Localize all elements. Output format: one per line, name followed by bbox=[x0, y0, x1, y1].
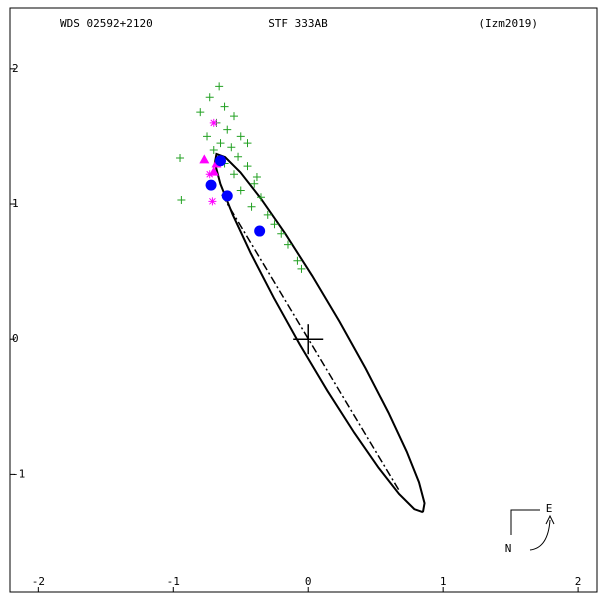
plus-glyph bbox=[234, 152, 243, 161]
x-tick-label: -1 bbox=[167, 575, 180, 588]
observation bbox=[256, 193, 265, 202]
compass-arrowhead bbox=[545, 514, 555, 525]
orbit-ellipse bbox=[213, 152, 426, 514]
observation bbox=[270, 220, 279, 229]
observation bbox=[205, 179, 217, 191]
y-tick-label: 0 bbox=[12, 332, 19, 345]
observation bbox=[208, 197, 217, 206]
observation bbox=[297, 264, 306, 273]
observation bbox=[215, 82, 224, 91]
observation bbox=[196, 108, 205, 117]
compass-axes bbox=[510, 509, 540, 535]
plus-glyph bbox=[247, 202, 256, 211]
y-tick-label: 1 bbox=[12, 197, 19, 210]
observation bbox=[234, 152, 243, 161]
plus-glyph bbox=[209, 145, 218, 154]
x-tick-label: 2 bbox=[575, 575, 582, 588]
plus-glyph bbox=[205, 93, 214, 102]
observation bbox=[177, 195, 186, 204]
observation bbox=[223, 125, 232, 134]
y-tick-label: 2 bbox=[12, 62, 19, 75]
header-left: WDS 02592+2120 bbox=[60, 17, 153, 30]
plus-glyph bbox=[277, 229, 286, 238]
observation bbox=[176, 154, 185, 163]
observation bbox=[283, 240, 292, 249]
observation bbox=[199, 154, 210, 164]
compass-east: E bbox=[546, 502, 553, 515]
plus-glyph bbox=[297, 264, 306, 273]
observation bbox=[263, 210, 272, 219]
observation bbox=[209, 118, 218, 127]
observation bbox=[216, 139, 225, 148]
observation bbox=[243, 162, 252, 171]
observation bbox=[230, 112, 239, 121]
observation bbox=[209, 145, 218, 154]
observation bbox=[220, 102, 229, 111]
plus-glyph bbox=[220, 102, 229, 111]
header-center: STF 333AB bbox=[268, 17, 328, 30]
observation bbox=[205, 93, 214, 102]
observation bbox=[293, 256, 302, 265]
plus-glyph bbox=[250, 179, 259, 188]
plus-glyph bbox=[236, 132, 245, 141]
plus-glyph bbox=[196, 108, 205, 117]
observation bbox=[252, 172, 261, 181]
x-tick-label: 0 bbox=[305, 575, 312, 588]
compass-arrow bbox=[529, 519, 551, 551]
plus-glyph bbox=[252, 172, 261, 181]
plus-glyph bbox=[215, 82, 224, 91]
plus-glyph bbox=[223, 125, 232, 134]
plus-glyph bbox=[270, 220, 279, 229]
observation bbox=[227, 143, 236, 152]
observation bbox=[221, 190, 233, 202]
plus-glyph bbox=[293, 256, 302, 265]
plus-glyph bbox=[283, 240, 292, 249]
plus-glyph bbox=[216, 139, 225, 148]
observation bbox=[254, 225, 266, 237]
plus-glyph bbox=[203, 132, 212, 141]
plus-glyph bbox=[176, 154, 185, 163]
plot-frame bbox=[9, 7, 598, 593]
plus-glyph bbox=[230, 112, 239, 121]
x-tick-label: -2 bbox=[32, 575, 45, 588]
plus-glyph bbox=[263, 210, 272, 219]
plus-glyph bbox=[230, 170, 239, 179]
observation bbox=[243, 139, 252, 148]
line-of-nodes bbox=[221, 194, 401, 493]
observation bbox=[236, 186, 245, 195]
observation bbox=[277, 229, 286, 238]
compass: E N bbox=[505, 502, 555, 555]
observation bbox=[205, 170, 214, 179]
x-tick-label: 1 bbox=[440, 575, 447, 588]
plus-glyph bbox=[227, 143, 236, 152]
plus-glyph bbox=[177, 195, 186, 204]
plus-glyph bbox=[236, 186, 245, 195]
observation bbox=[215, 155, 227, 167]
observation bbox=[203, 132, 212, 141]
header-right: (Izm2019) bbox=[478, 17, 538, 30]
observation bbox=[250, 179, 259, 188]
plus-glyph bbox=[243, 139, 252, 148]
observation bbox=[230, 170, 239, 179]
plus-glyph bbox=[256, 193, 265, 202]
observation bbox=[247, 202, 256, 211]
y-tick-label: -1 bbox=[12, 467, 25, 480]
observation bbox=[236, 132, 245, 141]
plus-glyph bbox=[243, 162, 252, 171]
compass-north: N bbox=[505, 542, 512, 555]
